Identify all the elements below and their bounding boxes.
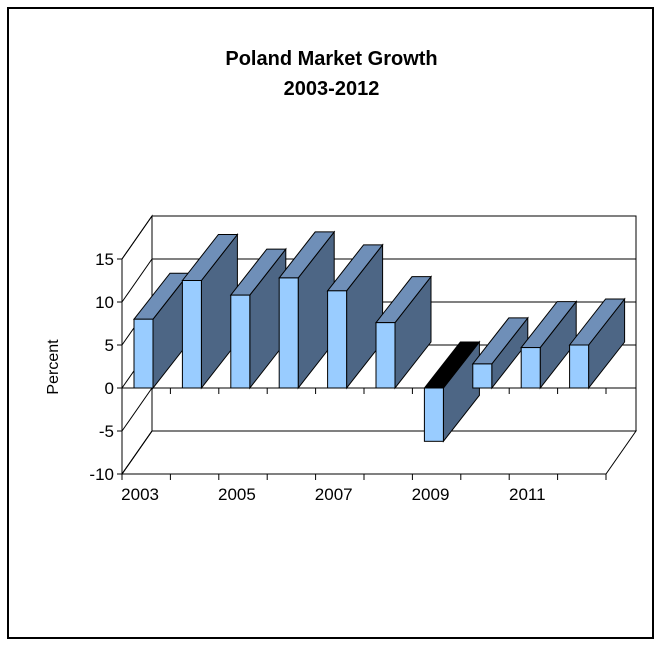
bar-front-face <box>230 294 251 389</box>
bar-2011 <box>520 300 578 390</box>
bar-front-face <box>569 344 590 389</box>
gridline <box>121 215 636 260</box>
bar-2007 <box>326 243 384 390</box>
bar-front-face <box>181 280 202 389</box>
bar-front-face <box>423 387 444 442</box>
bar-2008 <box>374 275 433 390</box>
bar-2012 <box>568 297 626 390</box>
x-tick-labels: 2003 2005 2007 2009 2011 <box>121 485 545 504</box>
bar-front-face <box>327 290 348 389</box>
floor <box>121 430 637 475</box>
y-tick-label: 10 <box>95 293 114 312</box>
bar-2003 <box>132 271 191 390</box>
bar-2006 <box>278 230 336 390</box>
x-tick-label: 2009 <box>412 485 450 504</box>
y-tick-label: 5 <box>105 336 114 355</box>
bar-2005 <box>229 247 287 390</box>
y-tick-label: 0 <box>105 379 114 398</box>
chart-title-line-2: 2003-2012 <box>283 78 380 100</box>
x-tick-label: 2007 <box>315 485 353 504</box>
chart-bars <box>132 230 626 443</box>
bar-front-face <box>520 347 541 389</box>
y-tick-labels: -10 -5 0 5 10 15 <box>89 250 114 484</box>
chart-title-line-1: Poland Market Growth <box>225 48 438 70</box>
y-tick-label: -5 <box>99 422 114 441</box>
bar-front-face <box>375 322 396 389</box>
y-tick-label: 15 <box>95 250 114 269</box>
gridline <box>121 430 636 475</box>
y-axis-label: Percent <box>45 339 62 395</box>
gridline <box>121 387 636 432</box>
y-tick-label: -10 <box>89 465 114 484</box>
bar-front-face <box>133 318 154 389</box>
bar-2004 <box>181 233 239 390</box>
bar-2009 <box>423 340 481 443</box>
bar-front-face <box>472 363 493 389</box>
gridline <box>121 258 636 303</box>
chart-title: Poland Market Growth 2003-2012 <box>0 44 663 104</box>
x-tick-label: 2003 <box>121 485 159 504</box>
x-tick-label: 2005 <box>218 485 256 504</box>
bar-front-face <box>278 277 299 389</box>
x-tick-label: 2011 <box>509 485 546 504</box>
bar-2010 <box>471 316 529 390</box>
